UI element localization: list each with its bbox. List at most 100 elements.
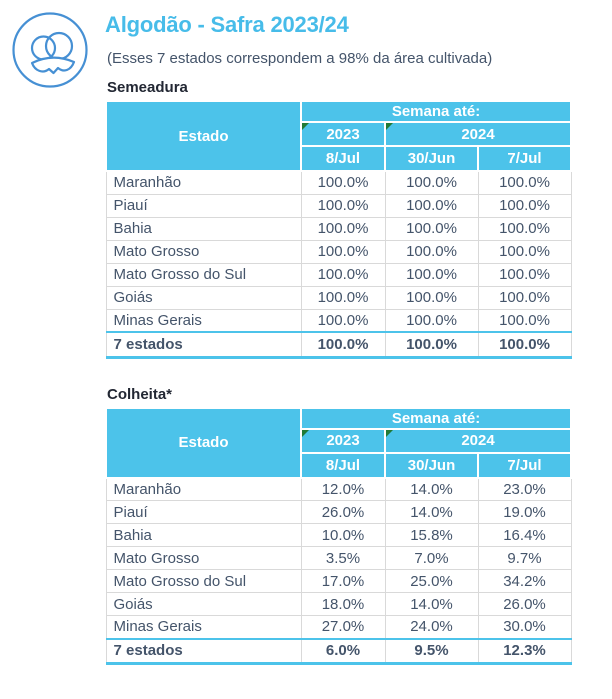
section-title-semeadura: Semeadura [107,79,188,96]
value-cell: 100.0% [477,170,572,195]
value-cell: 16.4% [477,523,572,547]
table-row: Mato Grosso do Sul 100.0% 100.0% 100.0% [105,262,572,287]
state-name-cell: Goiás [105,285,302,310]
semana-ate-label: Semana até: [391,103,481,120]
state-name-cell: Bahia [105,216,302,241]
state-name-cell: Goiás [105,592,302,616]
date-label: 30/Jun [407,456,456,474]
value-cell: 100.0% [477,216,572,241]
date-label: 7/Jul [507,150,542,167]
state-name-cell: Piauí [105,500,302,524]
table-row: Maranhão 12.0% 14.0% 23.0% [105,477,572,501]
state-name-cell: Piauí [105,193,302,218]
state-name-cell: Minas Gerais [105,308,302,333]
value-cell: 10.0% [300,523,386,547]
state-name-cell: Bahia [105,523,302,547]
table-row: Piauí 26.0% 14.0% 19.0% [105,500,572,524]
total-label-cell: 7 estados [105,637,302,665]
column-header-estado: Estado [105,406,302,479]
estado-label: Estado [178,434,229,451]
table-row: Maranhão 100.0% 100.0% 100.0% [105,170,572,195]
table-row: Goiás 100.0% 100.0% 100.0% [105,285,572,310]
value-cell: 7.0% [384,546,479,570]
total-row: 7 estados 6.0% 9.5% 12.3% [105,637,572,665]
value-cell: 30.0% [477,615,572,639]
year-2023-label: 2023 [326,125,360,143]
value-cell: 100.0% [477,331,572,359]
state-name-cell: Mato Grosso do Sul [105,569,302,593]
value-cell: 34.2% [477,569,572,593]
column-header-date-8jul: 8/Jul [300,451,386,479]
semeadura-table: Estado Semana até: 2023 2024 [105,100,572,359]
value-cell: 100.0% [300,262,386,287]
colheita-table-body: Maranhão 12.0% 14.0% 23.0% Piauí 26.0% 14.0% 19… [105,477,572,665]
value-cell: 100.0% [384,262,479,287]
value-cell: 100.0% [300,193,386,218]
value-cell: 100.0% [300,308,386,333]
column-header-date-8jul: 8/Jul [300,145,386,172]
state-name-cell: Maranhão [105,477,302,501]
column-header-semana-ate: Semana até: [300,100,572,123]
column-header-date-30jun: 30/Jun [384,145,479,172]
total-row: 7 estados 100.0% 100.0% 100.0% [105,331,572,359]
page-title: Algodão - Safra 2023/24 [105,12,349,37]
value-cell: 6.0% [300,637,386,665]
table-row: Bahia 100.0% 100.0% 100.0% [105,216,572,241]
state-name-cell: Maranhão [105,170,302,195]
table-row: Mato Grosso 3.5% 7.0% 9.7% [105,546,572,570]
date-label: 8/Jul [325,456,361,474]
value-cell: 100.0% [477,239,572,264]
value-cell: 25.0% [384,569,479,593]
value-cell: 12.0% [300,477,386,501]
value-cell: 14.0% [384,592,479,616]
value-cell: 100.0% [477,308,572,333]
date-label: 8/Jul [325,150,361,167]
year-2024-label: 2024 [461,432,495,449]
table-row: Mato Grosso do Sul 17.0% 25.0% 34.2% [105,569,572,593]
value-cell: 100.0% [300,239,386,264]
table-row: Minas Gerais 100.0% 100.0% 100.0% [105,308,572,333]
value-cell: 100.0% [300,285,386,310]
value-cell: 100.0% [477,262,572,287]
value-cell: 24.0% [384,615,479,639]
page-subtitle: (Esses 7 estados correspondem a 98% da á… [107,50,493,67]
cell-note-marker-icon [386,429,393,437]
total-label-cell: 7 estados [105,331,302,359]
value-cell: 14.0% [384,477,479,501]
value-cell: 19.0% [477,500,572,524]
cotton-boll-icon [10,10,90,90]
value-cell: 100.0% [300,170,386,195]
value-cell: 23.0% [477,477,572,501]
value-cell: 100.0% [384,308,479,333]
date-label: 7/Jul [507,456,542,474]
value-cell: 26.0% [300,500,386,524]
value-cell: 100.0% [384,331,479,359]
state-name-cell: Mato Grosso [105,546,302,570]
table-row: Piauí 100.0% 100.0% 100.0% [105,193,572,218]
colheita-table: Estado Semana até: 2023 2024 [105,406,572,665]
column-header-estado: Estado [105,100,302,172]
cell-note-marker-icon [302,123,309,130]
state-name-cell: Mato Grosso [105,239,302,264]
state-name-cell: Mato Grosso do Sul [105,262,302,287]
column-header-semana-ate: Semana até: [300,406,572,430]
value-cell: 18.0% [300,592,386,616]
value-cell: 100.0% [384,193,479,218]
value-cell: 100.0% [384,170,479,195]
value-cell: 100.0% [477,285,572,310]
table-row: Bahia 10.0% 15.8% 16.4% [105,523,572,547]
value-cell: 100.0% [384,285,479,310]
value-cell: 12.3% [477,637,572,665]
state-name-cell: Minas Gerais [105,615,302,639]
value-cell: 9.7% [477,546,572,570]
value-cell: 100.0% [477,193,572,218]
value-cell: 100.0% [300,216,386,241]
year-2023-label: 2023 [326,432,360,449]
cell-note-marker-icon [386,123,393,130]
value-cell: 9.5% [384,637,479,665]
year-2024-label: 2024 [461,125,495,143]
column-header-date-30jun: 30/Jun [384,451,479,479]
cell-note-marker-icon [302,429,309,437]
column-header-year-2023: 2023 [300,121,386,147]
